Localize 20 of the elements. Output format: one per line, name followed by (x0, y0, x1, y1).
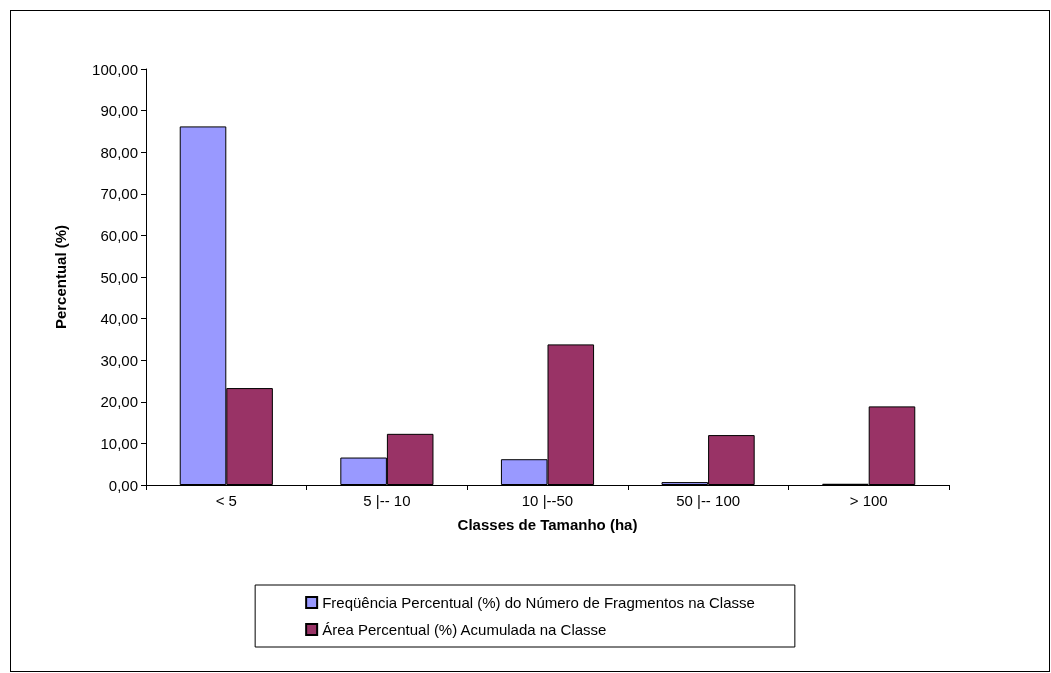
y-axis-title: Percentual (%) (52, 224, 69, 330)
y-tick-label: 80,00 (100, 143, 138, 161)
legend-label: Área Percentual (%) Acumulada na Classe (322, 621, 607, 638)
x-axis-title: Classes de Tamanho (ha) (457, 516, 638, 533)
x-tick-label: 50 |-- 100 (676, 492, 741, 509)
y-tick-label: 90,00 (100, 102, 138, 120)
y-tick-label: 60,00 (100, 226, 138, 244)
y-tick-label: 70,00 (100, 185, 138, 203)
x-tick-label: > 100 (849, 492, 888, 509)
y-tick-label: 40,00 (100, 310, 138, 328)
x-tick-label: 5 |-- 10 (363, 492, 411, 509)
y-tick-label: 10,00 (100, 434, 138, 452)
y-tick-label: 20,00 (100, 393, 138, 411)
y-tick-label: 0,00 (108, 476, 138, 494)
y-tick-label: 50,00 (100, 268, 138, 286)
x-tick-label: 10 |--50 (521, 492, 574, 509)
legend-label: Freqüência Percentual (%) do Número de Fragmentos na Classe (322, 594, 755, 611)
y-tick-label: 100,00 (92, 60, 138, 78)
x-tick-label: < 5 (215, 492, 237, 509)
y-tick-label: 30,00 (100, 351, 138, 369)
